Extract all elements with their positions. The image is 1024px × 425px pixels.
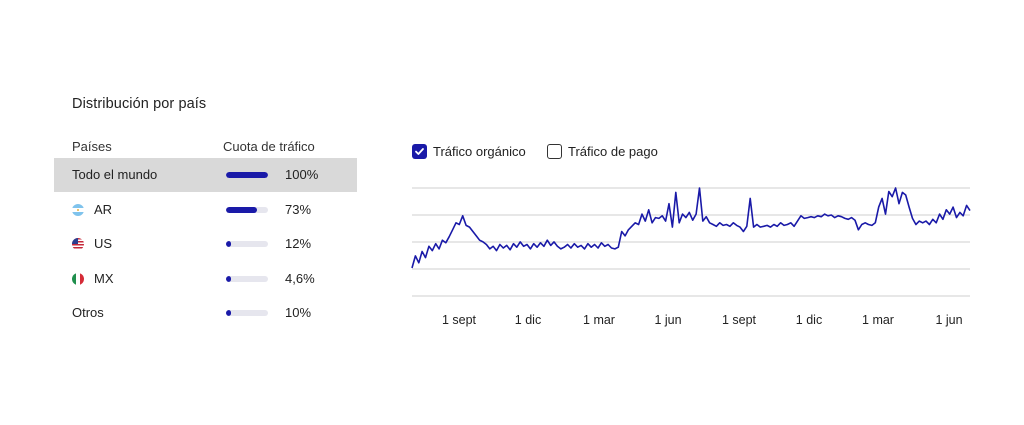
- row-label: AR: [94, 202, 113, 217]
- column-header-traffic-share: Cuota de tráfico: [223, 139, 315, 154]
- flag-united-states-icon: [72, 238, 84, 250]
- x-tick-label: 1 dic: [796, 313, 822, 327]
- traffic-line-chart: 1 sept 1 dic 1 mar 1 jun 1 sept 1 dic 1 mar 1 j…: [411, 187, 971, 327]
- x-tick-label: 1 dic: [515, 313, 541, 327]
- flag-mexico-icon: [72, 273, 84, 285]
- table-row-mx[interactable]: MX 4,6%: [54, 262, 357, 296]
- row-percent: 100%: [285, 167, 319, 182]
- row-label: US: [94, 236, 113, 251]
- bar-fill: [226, 207, 257, 213]
- table-row-worldwide[interactable]: Todo el mundo 100%: [54, 158, 357, 192]
- organic-traffic-label: Tráfico orgánico: [433, 144, 526, 159]
- bar-fill: [226, 241, 232, 247]
- bar-fill: [226, 172, 268, 178]
- traffic-share-bar: [226, 207, 268, 213]
- row-percent: 4,6%: [285, 271, 315, 286]
- organic-traffic-toggle[interactable]: Tráfico orgánico: [412, 143, 542, 161]
- x-tick-label: 1 jun: [654, 313, 681, 327]
- traffic-share-bar: [226, 276, 268, 282]
- bar-fill: [226, 276, 232, 282]
- row-label: MX: [94, 271, 114, 286]
- table-row-us[interactable]: US 12%: [54, 227, 357, 261]
- traffic-share-bar: [226, 241, 268, 247]
- row-percent: 73%: [285, 202, 312, 217]
- bar-fill: [226, 310, 232, 316]
- x-tick-label: 1 sept: [722, 313, 757, 327]
- paid-traffic-label: Tráfico de pago: [568, 144, 658, 159]
- organic-traffic-line: [411, 187, 971, 269]
- row-label: Otros: [72, 305, 104, 320]
- traffic-share-bar: [226, 310, 268, 316]
- row-label: Todo el mundo: [72, 167, 158, 182]
- row-percent: 10%: [285, 305, 312, 320]
- x-tick-label: 1 mar: [862, 313, 894, 327]
- x-tick-label: 1 jun: [935, 313, 962, 327]
- traffic-share-bar: [226, 172, 268, 178]
- x-tick-label: 1 sept: [442, 313, 477, 327]
- checkbox-unchecked-icon[interactable]: [547, 144, 562, 159]
- column-header-countries: Países: [72, 139, 112, 154]
- page-title: Distribución por país: [72, 96, 207, 112]
- paid-traffic-toggle[interactable]: Tráfico de pago: [547, 143, 677, 161]
- x-tick-label: 1 mar: [583, 313, 615, 327]
- table-row-ar[interactable]: AR 73%: [54, 193, 357, 227]
- table-row-others[interactable]: Otros 10%: [54, 296, 357, 330]
- checkbox-checked-icon[interactable]: [412, 144, 427, 159]
- flag-argentina-icon: [72, 204, 84, 216]
- row-percent: 12%: [285, 236, 312, 251]
